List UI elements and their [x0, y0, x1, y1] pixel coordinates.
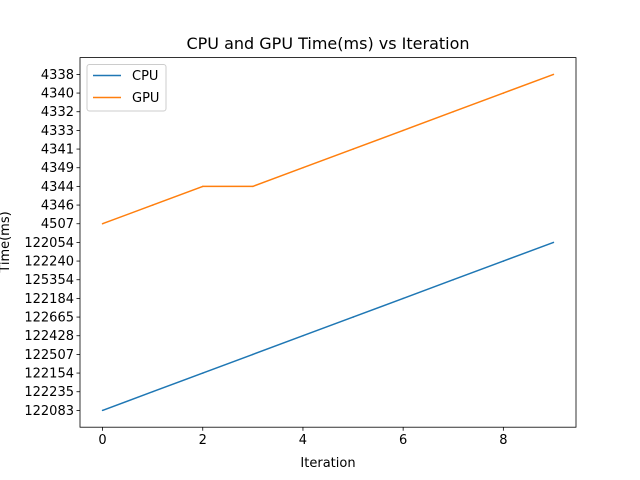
y-tick-label: 4507 [41, 217, 74, 232]
cpu-series-line [102, 241, 554, 412]
gpu-series-line [102, 73, 554, 225]
x-tick-label: 6 [399, 433, 407, 448]
y-tick-label: 125354 [24, 273, 74, 288]
y-tick-label: 4341 [41, 143, 74, 158]
plot-frame [79, 57, 577, 428]
series-group [101, 73, 555, 412]
y-tick-label: 122665 [24, 311, 74, 326]
cpu-data-point [101, 409, 104, 412]
cpu-data-point [552, 241, 555, 244]
y-tick-label: 4349 [41, 161, 74, 176]
y-tick-label: 122240 [24, 255, 74, 270]
cpu-data-point [352, 316, 354, 318]
y-tick-label: 122507 [24, 348, 74, 363]
x-axis-ticks: 0 2 4 6 8 [98, 427, 507, 448]
y-tick-label: 122235 [24, 385, 74, 400]
y-tick-label: 4344 [41, 180, 74, 195]
y-tick-label: 4333 [41, 124, 74, 139]
x-axis-label: Iteration [300, 456, 355, 471]
x-tick-label: 8 [499, 433, 507, 448]
y-tick-label: 122184 [24, 292, 74, 307]
gpu-data-point [352, 148, 354, 150]
gpu-data-point [201, 185, 204, 188]
x-tick-label: 0 [98, 433, 106, 448]
x-tick-label: 2 [199, 433, 207, 448]
x-tick-label: 4 [299, 433, 307, 448]
cpu-data-point [252, 353, 254, 356]
gpu-data-point [302, 166, 304, 169]
cpu-data-point [201, 372, 204, 374]
gpu-data-point [402, 129, 404, 132]
y-tick-label: 122083 [24, 404, 74, 419]
y-tick-label: 122054 [24, 236, 74, 251]
y-tick-label: 4346 [41, 199, 74, 214]
gpu-data-point [452, 110, 455, 113]
gpu-data-point [252, 185, 254, 188]
cpu-data-point [502, 260, 505, 262]
cpu-data-point [452, 278, 455, 281]
gpu-data-point [552, 73, 555, 76]
y-axis-ticks: 122083 122235 122154 122507 122428 122665 1221… [24, 68, 80, 419]
legend: CPU GPU [86, 64, 167, 112]
cpu-data-point [402, 297, 404, 300]
gpu-data-point [502, 92, 505, 94]
y-tick-label: 4332 [41, 105, 74, 120]
cpu-data-point [151, 390, 154, 393]
cpu-data-point [302, 334, 304, 337]
y-tick-label: 4338 [41, 68, 74, 83]
gpu-data-point [151, 204, 154, 206]
y-tick-label: 122428 [24, 329, 74, 344]
y-axis-label: Time(ms) [0, 211, 13, 273]
y-tick-label: 122154 [24, 367, 74, 382]
legend-label-gpu: GPU [132, 91, 159, 106]
chart-title: CPU and GPU Time(ms) vs Iteration [186, 34, 469, 53]
y-tick-label: 4340 [41, 87, 74, 102]
legend-label-cpu: CPU [132, 69, 158, 84]
gpu-data-point [101, 222, 104, 225]
